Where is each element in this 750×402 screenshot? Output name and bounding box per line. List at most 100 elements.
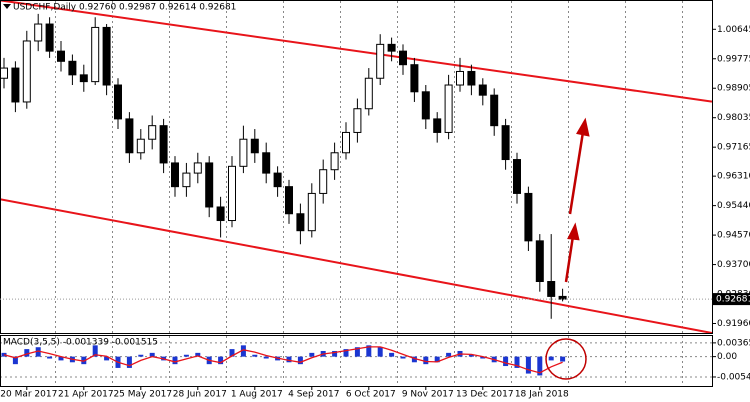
y-tick-label: 0.00 [717,352,737,362]
arrow-head [576,117,590,137]
macd-bar [12,356,18,365]
x-tick-label: 6 Oct 2017 [346,390,396,400]
candle-body [68,60,77,76]
macd-bar [514,356,520,368]
macd-bar [195,352,201,357]
macd-bar [92,345,98,357]
price-panel-frame [0,0,713,334]
macd-bar [172,356,178,365]
macd-bar [286,356,292,363]
macd-bar [468,354,474,357]
macd-signal [3,346,563,374]
candle-body [228,165,236,222]
candle-body [307,192,316,232]
candle-body [22,40,31,103]
candle-body [376,43,385,79]
candle-body [205,162,214,208]
candle-body [285,186,293,215]
candle-body [102,26,111,86]
candle-body [250,138,259,154]
macd-bar [377,347,383,357]
macd-bar [343,349,349,357]
macd-bar [297,356,303,365]
candle-body [0,67,8,79]
candle-body [57,50,65,62]
x-tick-label: 28 Jun 2017 [173,390,227,400]
candle-body [467,70,476,86]
current-price-label: 0.92681 [716,295,750,305]
candle-body [11,67,20,103]
macd-bar [81,356,87,365]
candle-body [421,91,430,120]
chart-title: USDCHF,Daily 0.92760 0.92987 0.92614 0.9… [13,3,236,13]
macd-bar [126,356,132,368]
x-tick-label: 13 Dec 2017 [456,390,514,400]
candle-body [273,172,282,188]
current-price-box [713,293,750,306]
x-tick-label: 1 Aug 2017 [231,390,283,400]
macd-label: MACD(3,5,5) -0.001339 -0.001515 [3,338,158,348]
candle-body [490,94,499,127]
candle-body [216,206,225,222]
macd-bar [548,356,554,361]
candle-body [159,125,168,164]
macd-bar [537,356,543,376]
macd-bar [229,349,235,357]
candle-body [296,213,305,232]
x-tick-label: 18 Jan 2018 [515,390,569,400]
candle-body [114,84,122,120]
macd-bar [24,349,30,357]
candle-body [353,108,362,133]
x-tick-label: 20 Mar 2017 [0,390,57,400]
candle-body [444,84,453,133]
candle-body [79,74,88,83]
macd-bar [332,350,338,357]
x-tick-label: 21 Apr 2017 [58,390,114,400]
arrow-head [567,222,580,241]
macd-bar [389,352,395,357]
macd-bar [354,347,360,357]
candle-body [193,162,202,174]
y-tick-label: 0.99775 [717,54,750,64]
y-tick-label: 0.97165 [717,143,750,153]
candle-body [319,169,328,194]
candle-body [478,84,487,96]
candle-body [524,192,533,242]
x-tick-label: 25 May 2017 [113,390,172,400]
x-tick-label: 4 Sep 2017 [288,390,339,400]
y-tick-label: 0.98035 [717,113,750,123]
arrow-short [564,235,575,283]
macd-highlight [545,338,587,380]
macd-bar [138,354,144,357]
macd-bar [47,356,53,359]
candle-body [136,138,145,154]
macd-bar [240,345,246,357]
y-tick-label: 0.98905 [717,84,750,94]
candle-body [456,70,464,86]
candle-body [342,131,350,154]
macd-bar [525,356,531,374]
candle-body [125,118,134,154]
macd-bar [35,347,41,357]
candle-body [148,125,157,140]
channel-line [0,198,713,334]
candle-body [535,240,544,283]
channel-line [0,0,713,103]
candle-body [239,138,248,167]
candle-body [513,159,521,194]
candle-body [364,77,373,110]
macd-bar [58,356,64,361]
candle-body [330,152,339,171]
candle-body [558,295,567,300]
macd-bar [423,356,429,365]
macd-bar [218,356,224,365]
macd-bar [309,352,315,357]
macd-bar [503,356,509,367]
candle-body [171,162,179,188]
candle-body [387,43,396,52]
y-tick-label: 0.91960 [717,319,750,329]
candle-body [399,50,407,66]
